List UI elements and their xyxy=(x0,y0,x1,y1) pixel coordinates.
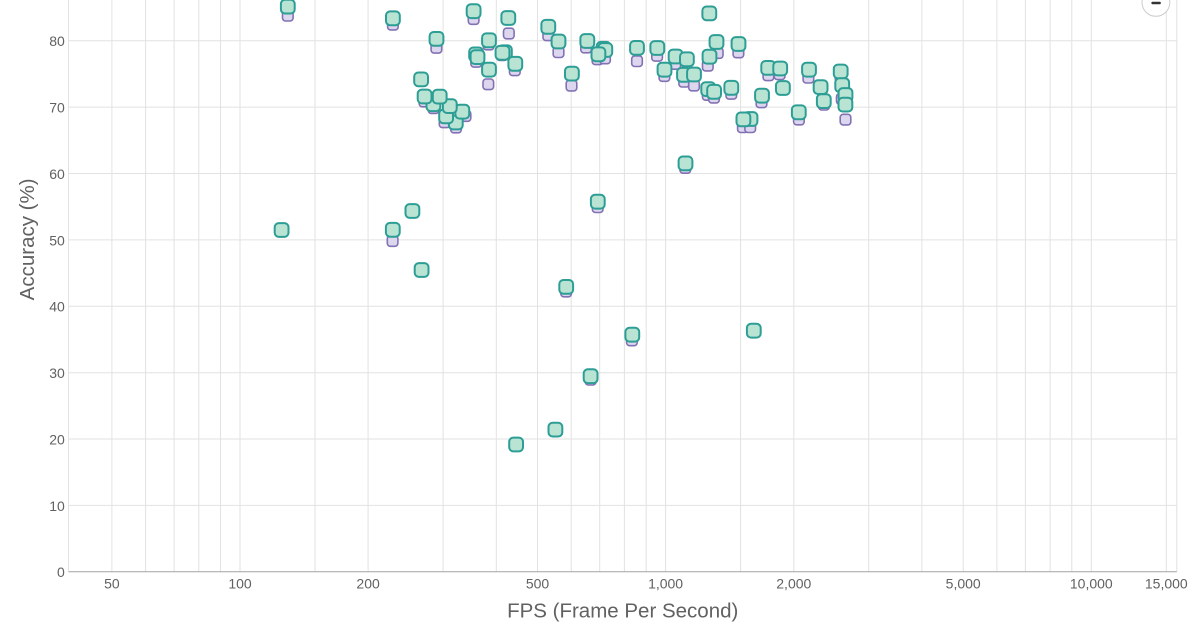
svg-text:200: 200 xyxy=(356,575,380,591)
svg-text:80: 80 xyxy=(49,33,65,49)
svg-text:100: 100 xyxy=(228,575,252,591)
svg-text:Accuracy (%): Accuracy (%) xyxy=(16,178,39,300)
svg-text:60: 60 xyxy=(49,166,65,182)
svg-text:30: 30 xyxy=(49,365,65,381)
svg-text:10,000: 10,000 xyxy=(1070,575,1113,591)
svg-text:10: 10 xyxy=(49,498,65,514)
svg-text:5,000: 5,000 xyxy=(946,575,981,591)
svg-text:2,000: 2,000 xyxy=(776,575,811,591)
svg-text:15,000: 15,000 xyxy=(1145,575,1188,591)
svg-text:0: 0 xyxy=(57,564,65,580)
svg-text:70: 70 xyxy=(49,100,65,116)
svg-text:1,000: 1,000 xyxy=(648,575,683,591)
svg-text:20: 20 xyxy=(49,431,65,447)
svg-text:50: 50 xyxy=(49,232,65,248)
svg-text:FPS (Frame Per Second): FPS (Frame Per Second) xyxy=(507,599,738,622)
svg-text:40: 40 xyxy=(49,299,65,315)
svg-text:50: 50 xyxy=(104,575,120,591)
svg-text:500: 500 xyxy=(526,575,550,591)
